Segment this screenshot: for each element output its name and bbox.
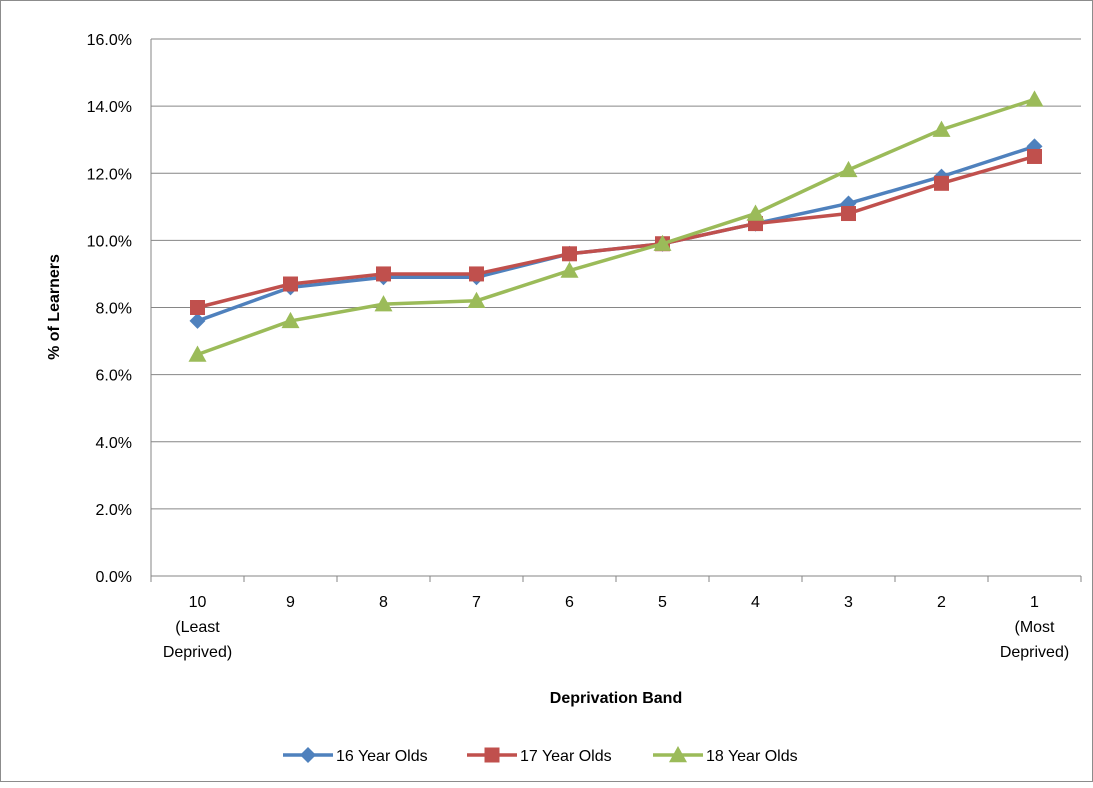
y-tick-label: 16.0% xyxy=(87,32,132,49)
data-point xyxy=(188,345,207,362)
series-16-year-olds xyxy=(189,138,1043,329)
y-tick-label: 2.0% xyxy=(96,502,132,519)
legend-label: 18 Year Olds xyxy=(706,748,798,765)
y-tick-label: 12.0% xyxy=(87,166,132,183)
data-point xyxy=(932,120,951,137)
data-point xyxy=(839,160,858,178)
data-point xyxy=(190,300,205,315)
series-line xyxy=(197,154,1035,310)
x-tick-label: 7 xyxy=(472,594,481,611)
x-axis-tick-labels: 10 (Least Deprived) 9 8 7 6 5 4 3 2 1 (Most Deprived) xyxy=(163,594,1069,661)
y-axis-title: % of Learners xyxy=(46,254,63,360)
x-tick-label: 8 xyxy=(379,594,388,611)
y-tick-label: 4.0% xyxy=(96,435,132,452)
data-point xyxy=(283,276,298,292)
data-point xyxy=(560,261,579,278)
series-line xyxy=(196,97,1036,357)
data-point xyxy=(1027,148,1042,164)
series-18-year-olds xyxy=(188,90,1044,362)
data-point xyxy=(934,175,949,191)
legend: 16 Year Olds 17 Year Olds 18 Year Olds xyxy=(283,746,798,765)
legend-item: 17 Year Olds xyxy=(467,747,612,765)
x-tick-label: 9 xyxy=(286,594,295,611)
series-line xyxy=(196,144,1036,323)
x-tick-label: 2 xyxy=(937,594,946,611)
data-point xyxy=(841,206,856,222)
axes xyxy=(150,39,1082,582)
legend-marker xyxy=(300,747,316,763)
data-point xyxy=(374,295,393,312)
y-tick-label: 6.0% xyxy=(96,368,132,385)
data-point xyxy=(469,266,484,282)
series-17-year-olds xyxy=(190,148,1042,315)
x-tick-label: 3 xyxy=(844,594,853,611)
data-point xyxy=(467,291,486,308)
x-tick-label: 1 (Most Deprived) xyxy=(1000,594,1069,661)
data-point xyxy=(189,312,206,329)
x-tick-label: 4 xyxy=(751,594,760,611)
data-point xyxy=(746,204,765,221)
y-tick-label: 0.0% xyxy=(96,569,132,586)
y-tick-label: 14.0% xyxy=(87,99,132,116)
legend-label: 17 Year Olds xyxy=(520,748,612,765)
x-axis-title: Deprivation Band xyxy=(550,690,682,707)
legend-marker xyxy=(484,747,500,763)
data-point xyxy=(1025,90,1044,107)
data-point xyxy=(376,266,391,282)
legend-item: 18 Year Olds xyxy=(653,746,798,765)
legend-label: 16 Year Olds xyxy=(336,748,428,765)
y-tick-label: 8.0% xyxy=(96,301,132,318)
data-point xyxy=(281,311,300,329)
x-tick-label: 5 xyxy=(658,594,667,611)
y-tick-label: 10.0% xyxy=(87,233,132,250)
legend-marker xyxy=(669,746,687,763)
data-series xyxy=(188,90,1044,362)
x-tick-label: 6 xyxy=(565,594,574,611)
legend-item: 16 Year Olds xyxy=(283,747,428,765)
gridlines xyxy=(151,38,1081,510)
data-point xyxy=(562,246,577,262)
data-point xyxy=(653,234,672,251)
x-tick-label: 10 (Least Deprived) xyxy=(163,594,232,661)
y-axis-tick-labels: 0.0% 2.0% 4.0% 6.0% 8.0% 10.0% 12.0% 14.0% 16.0% xyxy=(87,32,132,586)
